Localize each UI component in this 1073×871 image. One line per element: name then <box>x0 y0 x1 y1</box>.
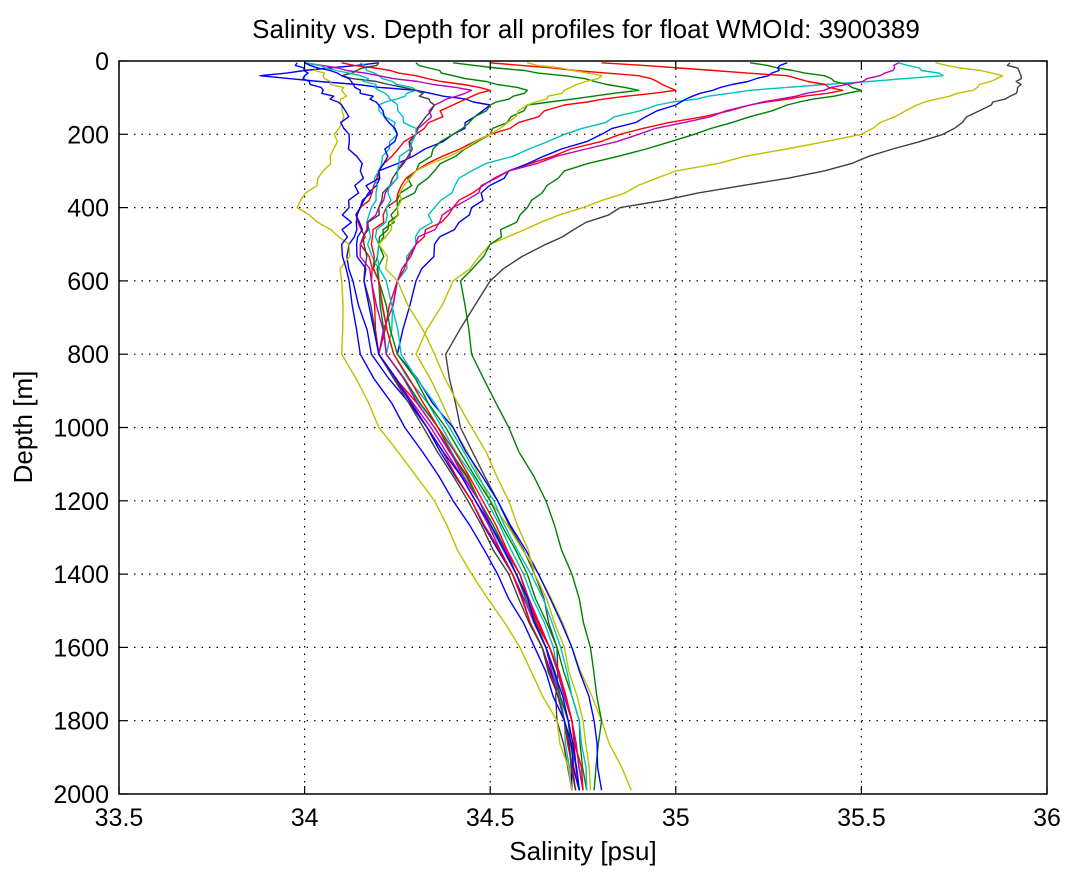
grid-lines <box>119 61 1047 794</box>
x-tick-label: 33.5 <box>95 804 144 832</box>
y-tick-label: 1600 <box>53 634 109 662</box>
profile-line <box>304 62 588 791</box>
profile-line <box>396 62 788 791</box>
y-tick-label: 1800 <box>53 708 109 736</box>
x-tick-label: 34.5 <box>466 804 515 832</box>
x-tick-label: 34 <box>291 804 319 832</box>
profile-line <box>259 62 573 791</box>
y-axis-label: Depth [m] <box>8 371 38 484</box>
y-tick-label: 1400 <box>53 561 109 589</box>
x-tick-label: 35.5 <box>837 804 886 832</box>
profile-line <box>378 62 603 791</box>
y-tick-label: 1000 <box>53 415 109 443</box>
y-tick-label: 400 <box>67 195 109 223</box>
profile-line <box>296 62 573 791</box>
y-tick-label: 800 <box>67 341 109 369</box>
x-tick-label: 35 <box>662 804 690 832</box>
profile-line <box>341 62 577 791</box>
chart-title: Salinity vs. Depth for all profiles for … <box>252 14 920 44</box>
y-tick-label: 0 <box>95 48 109 76</box>
y-tick-label: 2000 <box>53 781 109 809</box>
profile-line <box>304 62 584 791</box>
x-tick-label: 36 <box>1033 804 1061 832</box>
profile-line <box>294 62 580 791</box>
profile-line <box>304 62 580 791</box>
profile-line <box>370 62 677 791</box>
profile-series <box>259 62 1023 791</box>
y-tick-label: 600 <box>67 268 109 296</box>
profile-line <box>415 62 1004 791</box>
axis-ticks: 33.5 34 34.5 35 35.5 36 0 200 400 600 800 1000 1200 1… <box>53 48 1061 832</box>
profile-line <box>459 62 863 791</box>
y-tick-label: 200 <box>67 121 109 149</box>
y-tick-label: 1200 <box>53 488 109 516</box>
x-axis-label: Salinity [psu] <box>509 836 656 866</box>
profile-line <box>341 62 577 791</box>
